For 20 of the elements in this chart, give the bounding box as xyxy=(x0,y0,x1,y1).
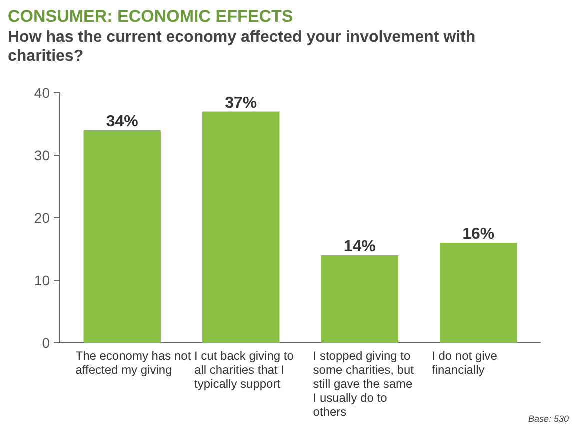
y-tick-label: 30 xyxy=(34,148,50,164)
data-label: 37% xyxy=(225,94,258,112)
data-label: 16% xyxy=(462,226,495,243)
y-tick-label: 10 xyxy=(34,272,50,288)
x-tick-label: I stopped giving to some charities, but still gave the same I usually do to others xyxy=(313,349,415,419)
x-tick-label: I do not give financially xyxy=(432,349,498,377)
data-label: 14% xyxy=(344,238,376,256)
x-tick-label: I cut back giving to all charities that I typically support xyxy=(194,349,294,391)
x-tick-label: The economy has not affected my giving xyxy=(76,349,192,377)
chart-subtitle: How has the current economy affected your involvement with charities? xyxy=(8,29,476,65)
data-label: 34% xyxy=(106,114,138,130)
y-tick-label: 0 xyxy=(42,335,50,351)
chart-title: CONSUMER: ECONOMIC EFFECTS xyxy=(8,7,294,26)
y-tick-label: 20 xyxy=(34,210,50,226)
text: Base: 530 xyxy=(528,414,569,424)
bar xyxy=(321,256,398,343)
bar xyxy=(202,112,280,343)
bar xyxy=(440,243,518,343)
bar xyxy=(84,130,161,343)
y-tick-label: 40 xyxy=(34,85,50,101)
